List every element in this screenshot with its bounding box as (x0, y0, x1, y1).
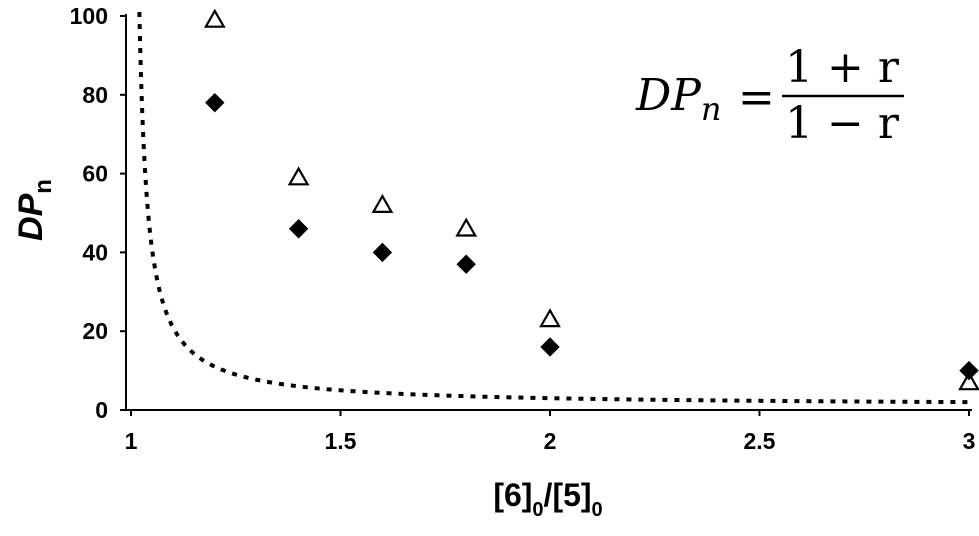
theoretical-curve (137, 12, 970, 405)
equation-equals: = (738, 72, 775, 123)
y-axis-title-main: DP (12, 193, 50, 241)
equation-annotation: DPn = 1 + r 1 − r (635, 42, 904, 149)
equation-lhs: DPn (635, 70, 722, 128)
x-tick-label: 3 (963, 428, 976, 454)
x-axis-title-sub1: 0 (532, 499, 543, 521)
y-tick-label: 0 (95, 397, 108, 423)
y-tick-label: 80 (82, 82, 108, 108)
diamond-marker (540, 337, 560, 357)
x-axis-title-part2: /[5] (544, 477, 592, 513)
triangle-marker (287, 166, 310, 186)
equation-numerator: 1 + r (785, 42, 900, 93)
x-axis-title-part1: [6] (493, 477, 532, 513)
diamond-marker (372, 242, 393, 263)
triangle-marker (455, 217, 478, 237)
diamond-marker (456, 254, 476, 274)
x-tick-label: 1.5 (325, 428, 357, 454)
y-axis-title-sub: n (30, 179, 57, 194)
x-axis-title-sub2: 0 (592, 499, 603, 521)
data-markers (203, 8, 979, 391)
y-axis-title: DPn (12, 179, 57, 241)
equation-denominator: 1 − r (785, 98, 900, 149)
triangle-marker (958, 371, 979, 391)
y-tick-label: 40 (82, 239, 108, 265)
triangle-marker (203, 8, 226, 28)
y-tick-label: 60 (82, 161, 108, 187)
diamond-marker (959, 360, 979, 381)
triangle-marker (539, 308, 561, 328)
y-axis-ticks: 0 20 40 60 80 100 (70, 3, 126, 423)
x-tick-label: 2.5 (744, 428, 776, 454)
diamond-marker (205, 92, 225, 113)
x-tick-label: 2 (544, 428, 557, 454)
y-tick-label: 100 (70, 3, 108, 29)
x-tick-label: 1 (125, 428, 138, 454)
y-tick-label: 20 (82, 318, 108, 344)
x-axis-ticks: 1 1.5 2 2.5 3 (125, 410, 976, 454)
diamond-marker (288, 219, 309, 239)
triangle-marker (371, 193, 394, 213)
x-axis-title: [6]0/[5]0 (493, 477, 602, 521)
